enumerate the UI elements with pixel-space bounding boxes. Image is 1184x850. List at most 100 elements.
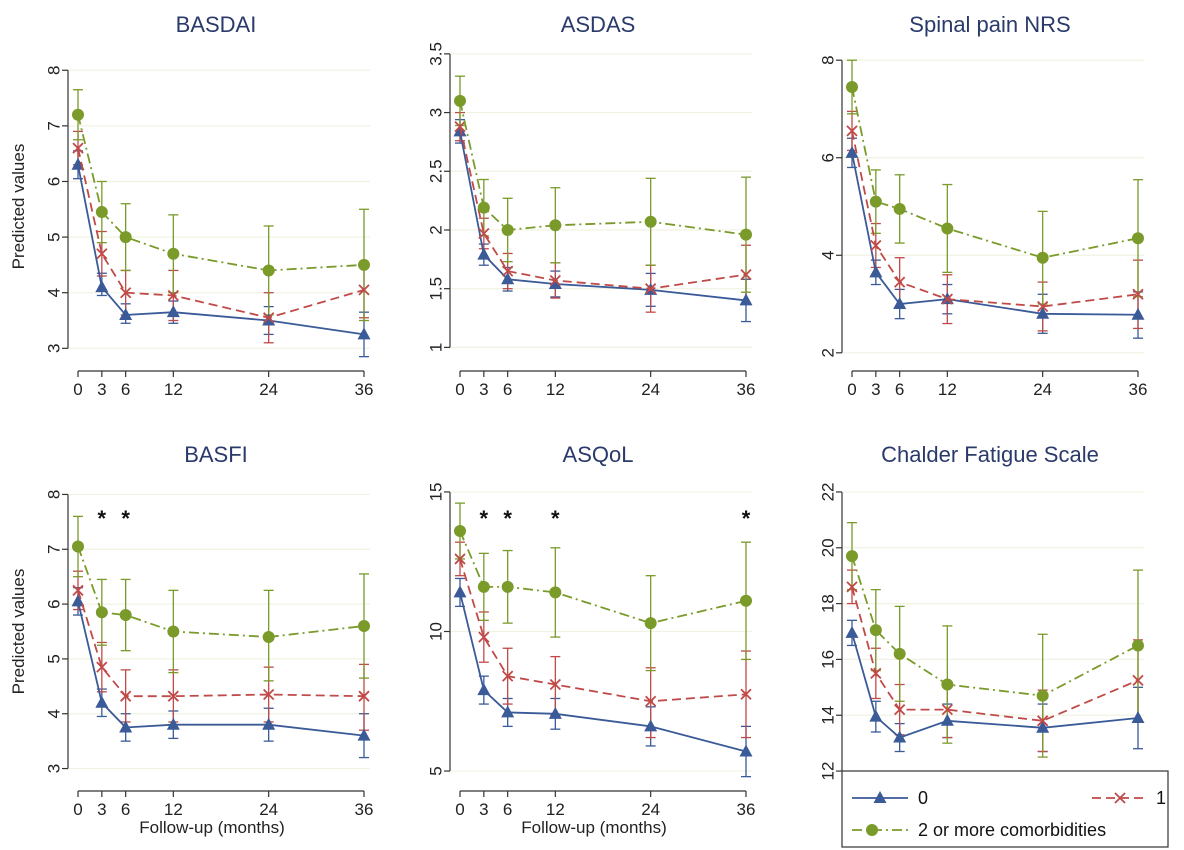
series-line-0 [851,152,1139,316]
point-series-2 [358,620,370,633]
point-series-2 [72,108,84,121]
y-tick-label: 6 [819,153,838,162]
x-tick-label: 3 [871,380,880,399]
x-tick-label: 36 [355,380,374,399]
point-series-0 [869,265,883,278]
point-series-0 [357,728,371,741]
point-series-1 [549,274,561,287]
series-line-2 [459,100,747,236]
point-series-2 [262,264,275,277]
y-axis-label: Predicted values [9,569,28,695]
point-series-2 [119,231,132,244]
y-tick-label: 8 [45,490,64,499]
legend-marker-1 [1114,792,1126,804]
point-series-1 [1132,674,1144,686]
legend-label-1: 1 [1156,788,1166,808]
legend: 0 1 2 or more comorbidities [841,770,1169,848]
point-series-2 [941,678,954,691]
series-line-1 [77,147,365,319]
point-series-2 [1036,251,1049,264]
point-series-1 [645,283,657,295]
point-series-0 [548,706,562,719]
point-series-1 [502,265,514,277]
point-series-1 [1037,715,1049,727]
x-tick-label: 12 [938,380,957,399]
x-tick-label: 0 [73,800,82,819]
y-tick-label: 7 [45,545,64,554]
y-tick-label: 15 [427,482,446,501]
legend-label-0: 0 [918,788,928,808]
significance-star: * [551,506,560,531]
point-series-1 [72,584,84,597]
y-tick-label: 22 [819,482,838,501]
panel-title: BASDAI [176,12,257,37]
point-series-1 [263,688,275,701]
point-series-1 [358,284,370,296]
point-series-1 [358,690,370,702]
point-series-0 [95,280,109,293]
point-series-1 [72,142,84,154]
point-series-0 [940,713,954,726]
point-series-1 [96,248,108,260]
point-series-1 [645,695,657,707]
point-series-2 [1132,639,1144,652]
point-series-0 [1036,720,1050,733]
point-series-2 [549,219,562,232]
y-tick-label: 20 [819,538,838,557]
point-series-1 [96,661,108,673]
y-tick-label: 5 [45,232,64,241]
point-series-2 [477,580,490,593]
y-tick-label: 5 [427,766,446,775]
panel-title: Spinal pain NRS [909,12,1070,37]
y-tick-label: 10 [427,622,446,641]
x-tick-label: 3 [479,380,488,399]
x-tick-label: 0 [455,800,464,819]
series-line-1 [459,126,747,290]
point-series-2 [72,540,84,553]
significance-star: * [503,506,512,531]
point-series-0 [869,709,883,722]
y-tick-label: 6 [45,177,64,186]
legend-marker-0 [873,791,887,803]
y-tick-label: 4 [45,709,64,718]
point-series-2 [477,201,490,214]
x-tick-label: 24 [259,380,278,399]
y-axis-label: Predicted values [9,144,28,270]
point-series-2 [167,625,180,638]
point-series-2 [262,630,275,643]
y-tick-label: 7 [45,121,64,130]
series-line-2 [77,546,365,638]
point-series-0 [262,313,276,326]
y-tick-label: 2 [427,225,446,234]
point-series-0 [166,305,180,318]
x-tick-label: 36 [737,380,756,399]
point-series-0 [453,585,467,598]
y-tick-label: 3 [45,344,64,353]
x-tick-label: 24 [641,380,660,399]
series-line-2 [77,114,365,272]
y-tick-label: 4 [45,288,64,297]
point-series-2 [644,617,657,630]
significance-star: * [98,506,107,531]
series-line-1 [77,590,365,698]
point-series-1 [846,581,858,593]
point-series-1 [941,704,953,716]
point-series-0 [893,297,907,310]
y-tick-label: 3 [45,764,64,773]
x-tick-label: 3 [479,800,488,819]
point-series-0 [739,293,753,306]
y-tick-label: 8 [819,55,838,64]
y-tick-label: 2 [819,348,838,357]
panel-title: BASFI [184,442,248,467]
y-tick-label: 12 [819,762,838,781]
point-series-0 [644,719,658,732]
x-tick-label: 36 [737,800,756,819]
y-tick-label: 1.5 [427,277,446,301]
x-tick-label: 6 [503,380,512,399]
panel-title: Chalder Fatigue Scale [881,442,1099,467]
series-line-0 [77,601,365,737]
point-series-1 [454,553,466,565]
x-tick-label: 24 [259,800,278,819]
point-series-1 [941,293,953,305]
